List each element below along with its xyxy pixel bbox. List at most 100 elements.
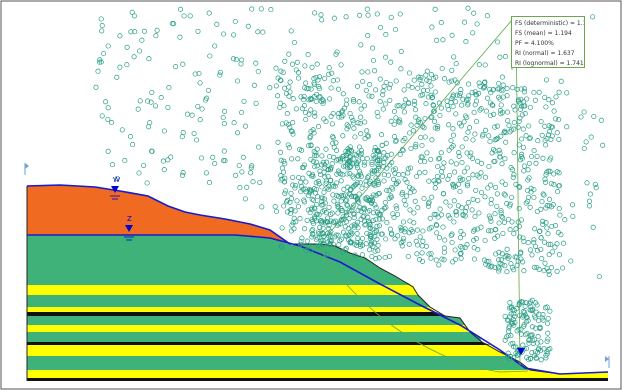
slip-centre-point [401, 103, 407, 109]
slip-centre-point [329, 70, 335, 76]
slip-centre-point [387, 253, 393, 259]
slip-centre-point [452, 256, 459, 262]
slip-centre-point [378, 231, 384, 237]
slip-centre-point [277, 77, 283, 83]
slip-centre-point [197, 117, 203, 123]
slip-centre-point [369, 93, 375, 99]
slip-centre-point [471, 10, 477, 16]
slip-centre-point [509, 319, 515, 325]
slip-centre-point [316, 231, 322, 237]
slip-centre-point [278, 78, 284, 84]
slip-centre-point [462, 209, 468, 215]
boundary-marker-icon[interactable] [605, 356, 610, 368]
slip-centre-point [405, 166, 411, 172]
slip-centre-point [334, 180, 340, 186]
slip-centre-point [354, 83, 361, 89]
slip-centre-point [464, 150, 470, 156]
slip-centre-point [478, 189, 485, 195]
slip-centre-point [313, 74, 319, 81]
slip-centre-point [542, 260, 548, 266]
slip-centre-point [526, 123, 532, 129]
slip-centre-point [554, 241, 560, 247]
slip-centre-point [544, 304, 550, 310]
slip-centre-point [586, 198, 593, 204]
slip-centre-point [365, 33, 371, 39]
slip-centre-point [305, 52, 311, 58]
slip-centre-point [298, 94, 304, 100]
slip-centre-point [478, 106, 484, 112]
slip-centre-point [334, 201, 341, 208]
slip-centre-point [451, 54, 457, 60]
slip-centre-point [533, 160, 539, 166]
slip-centre-point [417, 77, 423, 83]
slip-centre-point [345, 150, 351, 156]
slip-centre-point [476, 80, 482, 86]
slip-centre-point [528, 185, 534, 191]
slip-centre-point [596, 273, 602, 280]
slip-centre-point [482, 174, 488, 180]
slip-centre-point [282, 58, 288, 64]
slip-centre-point [393, 139, 399, 145]
slip-centre-point [340, 172, 346, 178]
slip-centre-point [109, 120, 115, 126]
slip-centre-point [370, 217, 376, 223]
slip-centre-point [284, 111, 290, 117]
slip-centre-point [364, 156, 370, 162]
slip-centre-point [498, 111, 504, 117]
slip-centre-point [408, 165, 414, 171]
slip-centre-point [99, 28, 105, 34]
slip-centre-point [360, 214, 366, 220]
slip-centre-point [381, 150, 387, 156]
slip-centre-point [322, 162, 328, 168]
slip-centre-point [381, 172, 387, 178]
slip-centre-point [413, 144, 419, 150]
slip-centre-point [504, 269, 510, 275]
slip-centre-point [536, 228, 542, 235]
slip-centre-point [327, 237, 333, 243]
slip-centre-point [351, 211, 357, 217]
black-soil-layer-1 [27, 312, 445, 316]
slip-centre-point [471, 237, 477, 243]
slip-centre-point [556, 117, 562, 123]
slip-centre-point [306, 86, 312, 92]
slip-centre-point [393, 115, 399, 121]
slip-centre-point [523, 133, 529, 139]
slip-centre-point [128, 29, 134, 35]
slip-centre-point [307, 210, 313, 216]
slip-centre-point [380, 88, 386, 94]
slip-centre-point [340, 229, 347, 235]
slip-centre-point [508, 341, 514, 347]
slip-centre-point [511, 150, 517, 156]
slip-centre-point [199, 106, 205, 112]
slip-centre-point [387, 97, 393, 103]
slip-centre-point [405, 170, 411, 176]
slip-centre-point [483, 261, 489, 268]
slip-centre-point [401, 87, 407, 93]
slip-centre-point [383, 79, 389, 86]
slip-centre-point [414, 251, 420, 257]
slip-centre-point [281, 203, 287, 209]
slip-centre-point [289, 156, 295, 162]
slip-centre-point [322, 174, 328, 180]
slip-centre-point [393, 138, 399, 144]
slip-centre-point [124, 62, 130, 68]
green-soil-layer-2 [27, 295, 430, 307]
slip-centre-point [154, 27, 160, 33]
slip-centre-point [549, 223, 555, 230]
slip-centre-point [525, 318, 531, 324]
boundary-marker-icon[interactable] [24, 163, 29, 175]
slip-centre-point [509, 167, 516, 173]
slip-centre-point [516, 223, 522, 229]
slip-centre-point [334, 49, 340, 55]
slip-centre-point [446, 107, 452, 113]
slip-centre-point [426, 78, 432, 84]
slip-centre-point [338, 62, 344, 68]
slip-centre-point [289, 129, 295, 135]
slip-centre-point [504, 334, 510, 340]
slip-centre-point [521, 163, 527, 169]
slip-centre-point [313, 190, 319, 196]
slip-centre-point [369, 159, 375, 165]
slip-centre-point [309, 228, 315, 234]
slip-centre-point [303, 179, 309, 185]
